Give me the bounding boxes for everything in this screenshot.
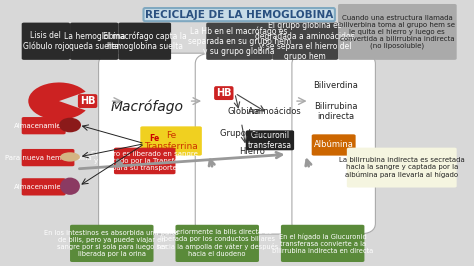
Text: HB: HB — [216, 88, 232, 98]
FancyBboxPatch shape — [338, 4, 456, 60]
Text: Cuando una estructura llamada
biliverbina toma al grupo hem se
le quita el hierr: Cuando una estructura llamada biliverbin… — [339, 15, 456, 49]
Text: Globina: Globina — [228, 107, 260, 116]
FancyBboxPatch shape — [99, 53, 226, 234]
FancyBboxPatch shape — [195, 53, 323, 234]
FancyBboxPatch shape — [312, 134, 356, 156]
FancyBboxPatch shape — [175, 225, 259, 262]
FancyBboxPatch shape — [114, 148, 175, 174]
FancyBboxPatch shape — [140, 126, 202, 156]
Text: En el hígado la Glucuronid
transferasa convierte a la
bilirrubina indirecta en d: En el hígado la Glucuronid transferasa c… — [272, 233, 374, 254]
Text: La hemoglobina
queda suelta: La hemoglobina queda suelta — [64, 32, 125, 51]
FancyBboxPatch shape — [22, 117, 65, 134]
FancyBboxPatch shape — [292, 53, 375, 234]
Text: Fe
Transferrina: Fe Transferrina — [144, 131, 198, 151]
Text: La Hb en el macrófago es
separada en su grupo hem
y su grupo globina: La Hb en el macrófago es separada en su … — [188, 26, 291, 56]
Text: El grupo globina es
degradada a aminoácidos
y se separa el hierro del
grupo hem: El grupo globina es degradada a aminoáci… — [255, 21, 355, 61]
FancyBboxPatch shape — [246, 130, 294, 150]
Text: Macrófago: Macrófago — [110, 99, 183, 114]
Text: Almacenamiento: Almacenamiento — [14, 184, 73, 190]
Text: El hierro es liberado en sangre
y captado por la Transferrina
para su transporte: El hierro es liberado en sangre y captad… — [91, 151, 198, 171]
Text: Biliverdina: Biliverdina — [313, 81, 358, 90]
FancyBboxPatch shape — [272, 23, 338, 60]
Text: HB: HB — [80, 96, 95, 106]
Text: Almacenamiento: Almacenamiento — [14, 123, 73, 129]
Text: Glucuronil
transferasa: Glucuronil transferasa — [248, 131, 292, 150]
Text: La bilirrubina indirecta es secretada
hacia la sangre y captada por la
albúmina : La bilirrubina indirecta es secretada ha… — [339, 157, 465, 178]
Text: Lisis del
Glóbulo rojo: Lisis del Glóbulo rojo — [23, 31, 69, 51]
Wedge shape — [28, 82, 86, 120]
Text: Posteriormente la bilis directa es
liberada por los conductos biliares
hacia la : Posteriormente la bilis directa es liber… — [156, 229, 278, 257]
Text: En los intestinos es absorbida una parte
de bilis, pero ya puede viajar en
sangr: En los intestinos es absorbida una parte… — [45, 230, 179, 257]
FancyBboxPatch shape — [22, 178, 65, 196]
Text: Hierro: Hierro — [239, 147, 265, 156]
FancyBboxPatch shape — [70, 225, 154, 262]
Ellipse shape — [59, 118, 81, 132]
Text: RECICLAJE DE LA HEMOGLOBINA: RECICLAJE DE LA HEMOGLOBINA — [145, 10, 333, 20]
FancyBboxPatch shape — [281, 225, 365, 262]
FancyBboxPatch shape — [70, 23, 118, 60]
Text: El macrófago capta la
hemoglobina suelta: El macrófago capta la hemoglobina suelta — [103, 31, 187, 51]
Ellipse shape — [60, 152, 80, 162]
Ellipse shape — [60, 178, 80, 195]
FancyBboxPatch shape — [118, 23, 171, 60]
Text: Fe: Fe — [149, 134, 159, 143]
FancyBboxPatch shape — [206, 23, 272, 60]
Text: Grupo hem: Grupo hem — [220, 128, 267, 138]
Text: Para nueva hemoglobina: Para nueva hemoglobina — [5, 155, 91, 161]
Text: Albúmina: Albúmina — [314, 140, 354, 149]
FancyBboxPatch shape — [22, 23, 70, 60]
Text: Aminoácidos: Aminoácidos — [247, 107, 301, 116]
FancyBboxPatch shape — [22, 149, 74, 166]
FancyBboxPatch shape — [347, 148, 456, 188]
Text: Bilirrubina
indirecta: Bilirrubina indirecta — [314, 102, 357, 121]
